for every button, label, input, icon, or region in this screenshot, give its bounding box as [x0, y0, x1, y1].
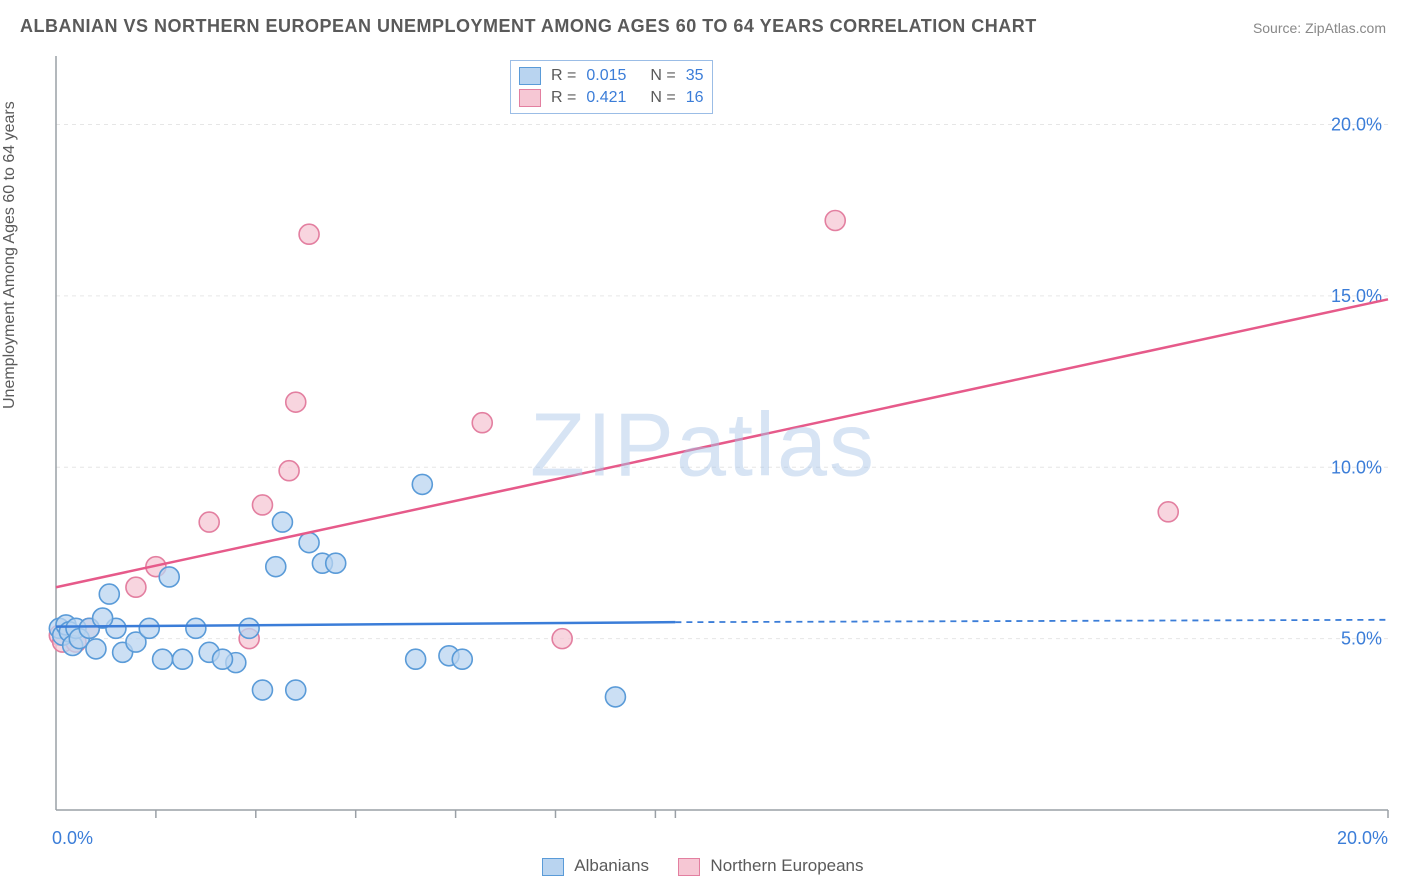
chart-title: ALBANIAN VS NORTHERN EUROPEAN UNEMPLOYME… — [20, 16, 1037, 37]
legend-row-northern-europeans: R = 0.421 N = 16 — [519, 87, 704, 109]
n-label: N = — [650, 89, 675, 107]
svg-text:10.0%: 10.0% — [1331, 457, 1382, 477]
legend-row-albanians: R = 0.015 N = 35 — [519, 65, 704, 87]
legend-label-albanians: Albanians — [574, 856, 649, 875]
legend-label-northern-europeans: Northern Europeans — [710, 856, 863, 875]
legend-item-northern-europeans: Northern Europeans — [678, 856, 864, 875]
n-label: N = — [650, 67, 675, 85]
svg-text:20.0%: 20.0% — [1337, 828, 1388, 848]
n-value-northern-europeans: 16 — [686, 89, 704, 107]
source-label: Source: ZipAtlas.com — [1253, 20, 1386, 36]
n-value-albanians: 35 — [686, 67, 704, 85]
swatch-northern-europeans — [519, 89, 541, 107]
r-label: R = — [551, 89, 576, 107]
svg-text:20.0%: 20.0% — [1331, 115, 1382, 135]
r-value-albanians: 0.015 — [586, 67, 626, 85]
r-value-northern-europeans: 0.421 — [586, 89, 626, 107]
swatch-northern-europeans-icon — [678, 858, 700, 876]
y-axis-label: Unemployment Among Ages 60 to 64 years — [1, 101, 19, 409]
chart-container: ALBANIAN VS NORTHERN EUROPEAN UNEMPLOYME… — [0, 0, 1406, 892]
svg-text:0.0%: 0.0% — [52, 828, 93, 848]
correlation-legend: R = 0.015 N = 35 R = 0.421 N = 16 — [510, 60, 713, 114]
swatch-albanians — [519, 67, 541, 85]
scatter-plot-svg: 5.0%10.0%15.0%20.0%0.0%20.0% — [0, 0, 1406, 892]
legend-item-albanians: Albanians — [542, 856, 653, 875]
r-label: R = — [551, 67, 576, 85]
swatch-albanians-icon — [542, 858, 564, 876]
series-legend: Albanians Northern Europeans — [0, 856, 1406, 876]
svg-text:5.0%: 5.0% — [1341, 629, 1382, 649]
